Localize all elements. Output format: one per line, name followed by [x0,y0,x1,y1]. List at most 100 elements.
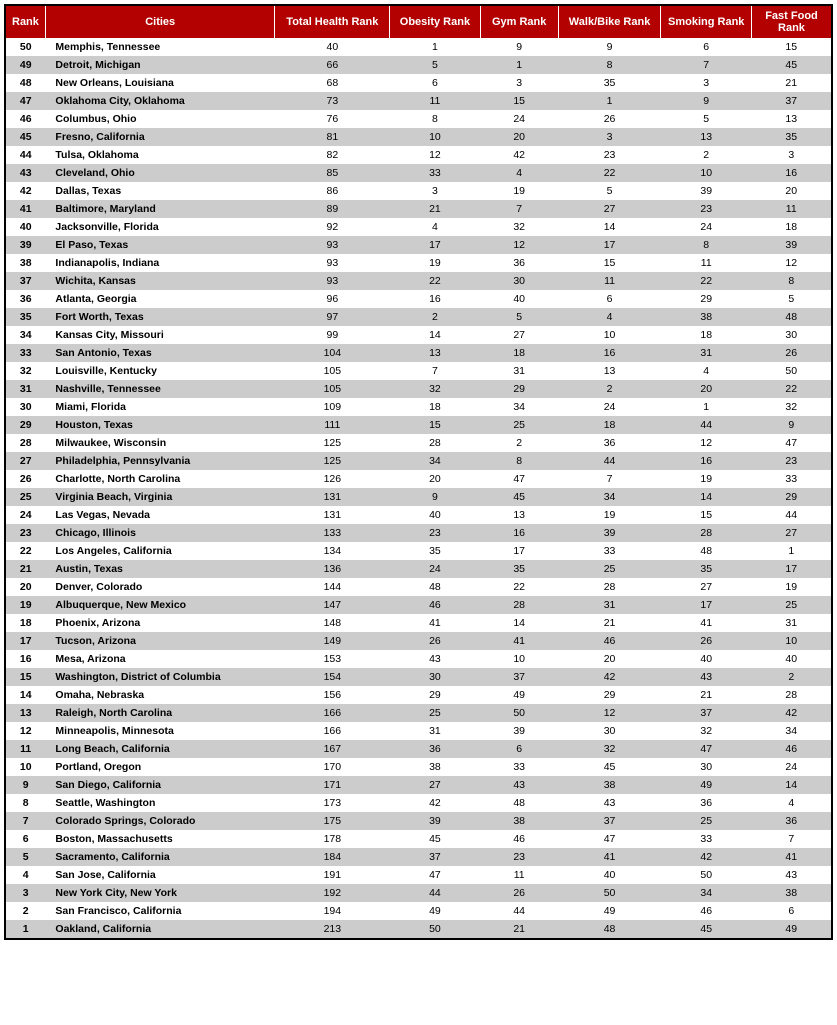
cell-walkbike: 13 [558,362,661,380]
cell-walkbike: 24 [558,398,661,416]
table-row: 20Denver, Colorado1444822282719 [5,578,832,596]
cell-rank: 46 [5,110,45,128]
cell-city: Boston, Massachusetts [45,830,275,848]
cell-walkbike: 18 [558,416,661,434]
cell-gym: 1 [480,56,558,74]
cell-fastfood: 33 [751,470,832,488]
cell-city: Atlanta, Georgia [45,290,275,308]
table-row: 29Houston, Texas111152518449 [5,416,832,434]
cell-smoking: 30 [661,758,752,776]
cell-rank: 14 [5,686,45,704]
cell-total: 153 [275,650,390,668]
cell-total: 213 [275,920,390,939]
table-row: 15Washington, District of Columbia154303… [5,668,832,686]
table-row: 27Philadelphia, Pennsylvania125348441623 [5,452,832,470]
cell-walkbike: 15 [558,254,661,272]
cell-obesity: 11 [390,92,480,110]
cell-gym: 24 [480,110,558,128]
cell-city: Portland, Oregon [45,758,275,776]
cell-smoking: 40 [661,650,752,668]
cell-total: 125 [275,434,390,452]
cell-walkbike: 7 [558,470,661,488]
cell-fastfood: 34 [751,722,832,740]
cell-fastfood: 42 [751,704,832,722]
cell-smoking: 11 [661,254,752,272]
table-row: 9San Diego, California1712743384914 [5,776,832,794]
cell-city: Baltimore, Maryland [45,200,275,218]
cell-total: 85 [275,164,390,182]
cell-gym: 36 [480,254,558,272]
cell-gym: 28 [480,596,558,614]
cell-total: 149 [275,632,390,650]
table-row: 21Austin, Texas1362435253517 [5,560,832,578]
cell-total: 105 [275,380,390,398]
header-rank: Rank [5,5,45,38]
table-row: 5Sacramento, California1843723414241 [5,848,832,866]
cell-smoking: 1 [661,398,752,416]
cell-smoking: 5 [661,110,752,128]
cell-smoking: 50 [661,866,752,884]
cell-rank: 17 [5,632,45,650]
cell-total: 175 [275,812,390,830]
cell-smoking: 31 [661,344,752,362]
table-row: 48New Orleans, Louisiana686335321 [5,74,832,92]
cell-total: 40 [275,38,390,56]
cell-fastfood: 10 [751,632,832,650]
cell-gym: 12 [480,236,558,254]
header-fastfood: Fast Food Rank [751,5,832,38]
cell-fastfood: 4 [751,794,832,812]
cell-gym: 44 [480,902,558,920]
cell-city: Kansas City, Missouri [45,326,275,344]
cell-rank: 33 [5,344,45,362]
cell-smoking: 44 [661,416,752,434]
cell-fastfood: 35 [751,128,832,146]
cell-obesity: 30 [390,668,480,686]
cell-walkbike: 44 [558,452,661,470]
header-smoking: Smoking Rank [661,5,752,38]
cell-total: 192 [275,884,390,902]
table-row: 46Columbus, Ohio7682426513 [5,110,832,128]
cell-fastfood: 12 [751,254,832,272]
cell-city: Cleveland, Ohio [45,164,275,182]
table-row: 43Cleveland, Ohio85334221016 [5,164,832,182]
cell-fastfood: 17 [751,560,832,578]
cell-obesity: 14 [390,326,480,344]
cell-obesity: 42 [390,794,480,812]
cell-obesity: 50 [390,920,480,939]
cell-rank: 2 [5,902,45,920]
cell-total: 86 [275,182,390,200]
cell-walkbike: 5 [558,182,661,200]
cell-city: Mesa, Arizona [45,650,275,668]
cell-walkbike: 46 [558,632,661,650]
cell-city: Oakland, California [45,920,275,939]
cell-rank: 1 [5,920,45,939]
cell-fastfood: 26 [751,344,832,362]
cell-gym: 39 [480,722,558,740]
cell-rank: 6 [5,830,45,848]
cell-gym: 41 [480,632,558,650]
cell-gym: 42 [480,146,558,164]
table-row: 40Jacksonville, Florida92432142418 [5,218,832,236]
cell-city: Las Vegas, Nevada [45,506,275,524]
cell-rank: 24 [5,506,45,524]
cell-city: Los Angeles, California [45,542,275,560]
cell-fastfood: 48 [751,308,832,326]
cell-smoking: 37 [661,704,752,722]
cell-total: 99 [275,326,390,344]
cell-gym: 48 [480,794,558,812]
cell-city: Raleigh, North Carolina [45,704,275,722]
cell-obesity: 1 [390,38,480,56]
cell-rank: 15 [5,668,45,686]
cell-smoking: 12 [661,434,752,452]
table-row: 22Los Angeles, California134351733481 [5,542,832,560]
cell-smoking: 14 [661,488,752,506]
cell-fastfood: 31 [751,614,832,632]
cell-fastfood: 27 [751,524,832,542]
cell-smoking: 35 [661,560,752,578]
cell-walkbike: 16 [558,344,661,362]
cell-rank: 50 [5,38,45,56]
cell-rank: 19 [5,596,45,614]
cell-smoking: 48 [661,542,752,560]
cell-city: Charlotte, North Carolina [45,470,275,488]
cell-gym: 30 [480,272,558,290]
